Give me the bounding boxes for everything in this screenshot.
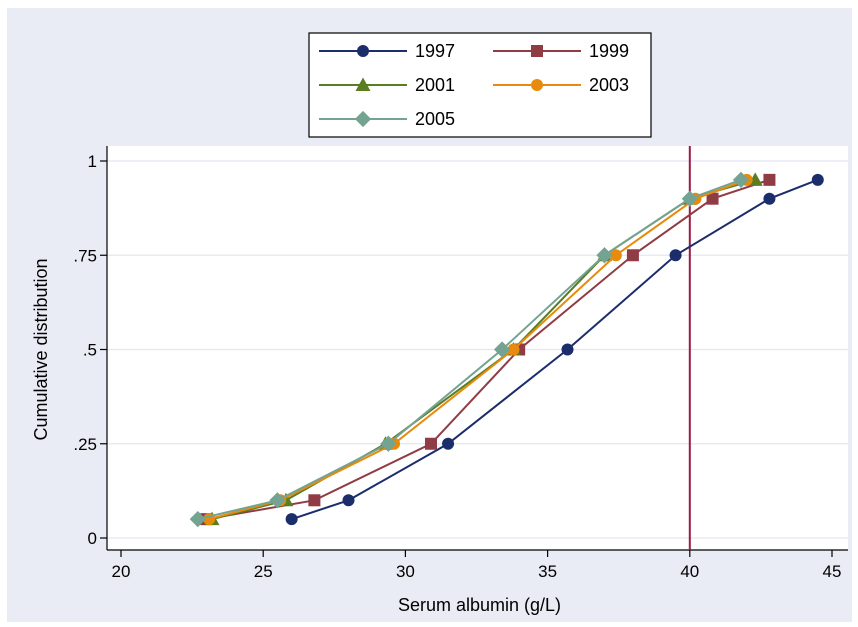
data-point [706, 192, 719, 205]
legend: 1997 1999 2001 2003 2005 [308, 32, 652, 138]
legend-marker [355, 77, 371, 91]
legend-label: 2001 [415, 75, 455, 95]
legend-item: 2003 [493, 75, 629, 95]
data-point [493, 341, 511, 358]
data-point [596, 247, 613, 264]
legend-label: 2003 [589, 75, 629, 95]
legend-marker [531, 79, 543, 91]
x-tick-label: 20 [112, 562, 131, 581]
data-point [189, 511, 206, 528]
plot-area [107, 146, 848, 550]
legend-marker [531, 45, 543, 57]
data-point [380, 435, 397, 452]
legend-label: 1999 [589, 41, 629, 61]
axes: 0 .25 .5 .75 1 20 25 30 35 40 45 [73, 146, 848, 581]
series-2005 [189, 171, 750, 528]
y-tick-label: .5 [83, 341, 97, 360]
x-tick-label: 40 [680, 562, 699, 581]
grid-lines [107, 160, 848, 539]
legend-item: 1999 [493, 41, 629, 61]
y-tick-label: .75 [73, 246, 97, 265]
data-point [609, 249, 622, 262]
y-tick-label: .25 [73, 435, 97, 454]
data-point [561, 343, 574, 356]
x-tick-label: 35 [538, 562, 557, 581]
data-point [442, 437, 455, 450]
y-axis-title: Cumulative distribution [31, 258, 51, 440]
x-tick-label: 45 [823, 562, 842, 581]
data-point [285, 513, 298, 526]
x-tick-label: 25 [254, 562, 273, 581]
legend-marker [354, 110, 372, 128]
data-point [342, 494, 355, 507]
y-tick-label: 1 [88, 152, 97, 171]
data-point [811, 173, 824, 186]
data-series [189, 171, 824, 528]
x-axis-title: Serum albumin (g/L) [398, 595, 561, 615]
y-tick-label: 0 [88, 529, 97, 548]
data-point [681, 190, 698, 207]
data-point [269, 492, 286, 509]
legend-item: 1997 [319, 41, 455, 61]
data-point [507, 343, 520, 356]
legend-label: 1997 [415, 41, 455, 61]
data-point [732, 171, 750, 188]
data-point [626, 249, 639, 262]
data-point [763, 173, 776, 186]
data-point [424, 437, 437, 450]
x-tick-label: 30 [396, 562, 415, 581]
legend-marker [357, 45, 369, 57]
legend-item: 2005 [319, 109, 455, 129]
data-point [763, 192, 776, 205]
legend-item: 2001 [319, 75, 455, 95]
data-point [308, 494, 321, 507]
legend-label: 2005 [415, 109, 455, 129]
series-1997 [285, 173, 824, 526]
data-point [669, 249, 682, 262]
